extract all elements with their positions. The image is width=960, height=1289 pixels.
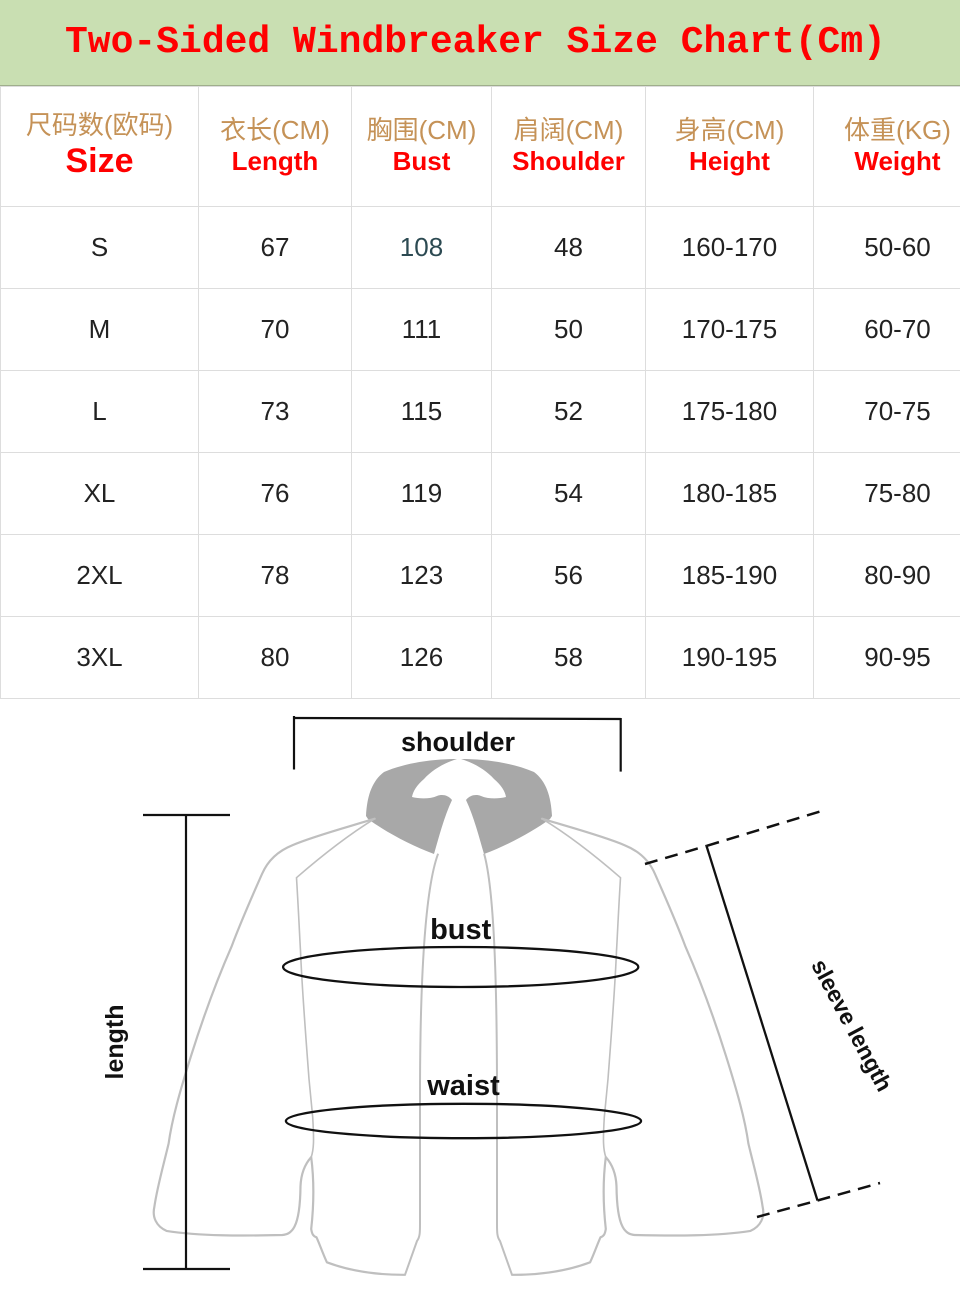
svg-text:waist: waist	[426, 1070, 500, 1102]
svg-text:sleeve length: sleeve length	[806, 955, 897, 1096]
svg-text:shoulder: shoulder	[401, 727, 516, 757]
svg-text:bust: bust	[430, 914, 492, 946]
svg-text:length: length	[101, 1005, 129, 1080]
